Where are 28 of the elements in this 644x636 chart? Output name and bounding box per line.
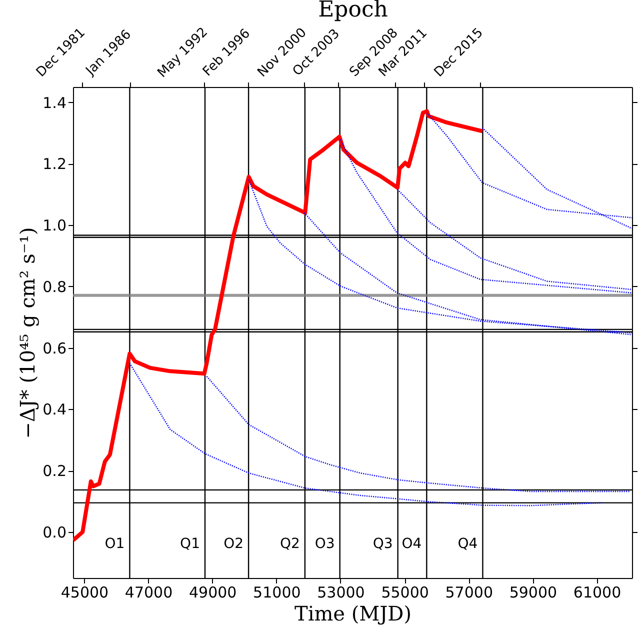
annotation: O3 xyxy=(314,536,335,552)
x-tick-label: 57000 xyxy=(445,584,493,602)
annotation: O4 xyxy=(402,536,422,552)
annotation: Q1 xyxy=(180,536,200,552)
annotation: Q4 xyxy=(458,536,478,552)
y-tick-label: 1.2 xyxy=(42,155,66,174)
annotation: O2 xyxy=(224,536,244,552)
y-tick-label: 0.8 xyxy=(42,278,66,296)
x-axis-title: Time (MJD) xyxy=(294,602,412,626)
y-tick-label: 0.0 xyxy=(42,523,66,542)
x-tick-label: 45000 xyxy=(60,584,109,602)
x-tick-label: 53000 xyxy=(317,584,365,602)
x2-axis-title: Epoch xyxy=(318,0,388,23)
x-tick-label: 59000 xyxy=(509,584,558,602)
y-tick-label: 0.4 xyxy=(42,400,66,419)
annotation: Q2 xyxy=(280,536,300,552)
x-tick-label: 49000 xyxy=(188,584,237,602)
y-axis-title: −ΔJ* (10⁴⁵ g cm² s⁻¹) xyxy=(16,227,40,439)
annotation: O1 xyxy=(104,536,125,552)
x-tick-label: 47000 xyxy=(124,584,173,602)
x-tick-label: 55000 xyxy=(381,584,429,602)
annotation: Q3 xyxy=(372,536,393,552)
y-tick-label: 1.0 xyxy=(42,216,66,235)
y-tick-label: 1.4 xyxy=(42,94,66,112)
y-tick-label: 0.2 xyxy=(42,462,66,480)
y-tick-label: 0.6 xyxy=(42,339,66,358)
x-tick-label: 61000 xyxy=(573,584,622,602)
x-tick-label: 51000 xyxy=(253,584,301,602)
